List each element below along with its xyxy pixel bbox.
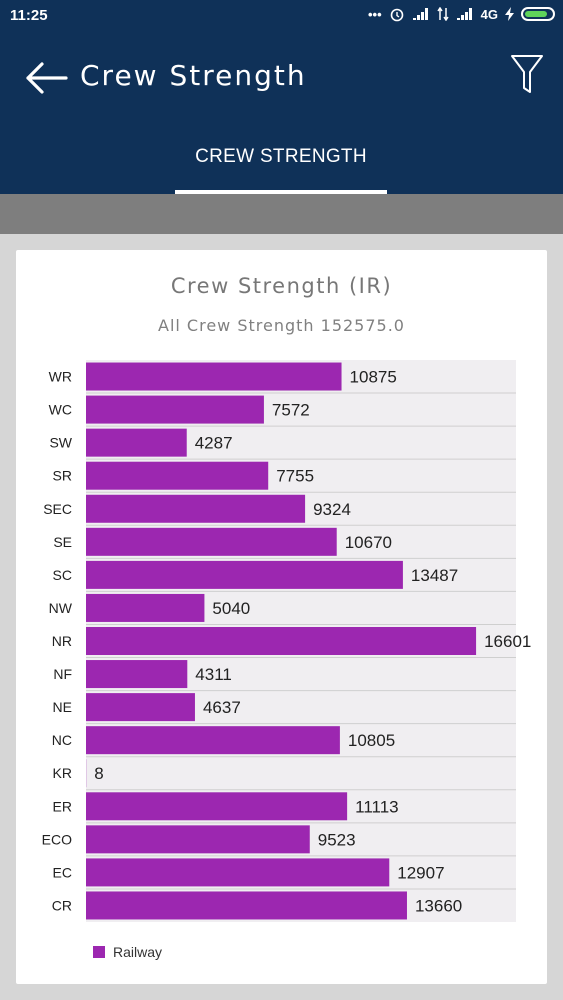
tab-crew-strength[interactable]: CREW STRENGTH xyxy=(175,132,387,194)
tick-label-sec: SEC xyxy=(43,501,72,517)
legend-swatch xyxy=(93,946,105,958)
value-label-sr: 7755 xyxy=(276,467,314,486)
tick-label-eco: ECO xyxy=(42,831,72,847)
bar-nc xyxy=(86,726,340,755)
bar-nr xyxy=(86,627,477,655)
value-label-ec: 12907 xyxy=(397,863,444,882)
value-label-wc: 7572 xyxy=(272,401,310,420)
signal-icon xyxy=(412,8,428,20)
battery-icon xyxy=(521,7,555,21)
filter-button[interactable] xyxy=(509,52,545,96)
bar-sc xyxy=(86,560,403,589)
bar-cr xyxy=(86,891,407,920)
value-label-nr: 16601 xyxy=(484,632,531,651)
tick-label-cr: CR xyxy=(52,897,72,913)
arrow-left-icon xyxy=(26,62,68,94)
bar-wr xyxy=(86,362,342,391)
value-label-eco: 9523 xyxy=(318,830,356,849)
value-label-er: 11113 xyxy=(355,797,399,816)
legend-label: Railway xyxy=(113,944,163,960)
bar-er xyxy=(86,792,348,821)
tick-label-sw: SW xyxy=(49,435,72,451)
tick-label-ec: EC xyxy=(53,864,72,880)
tab-indicator xyxy=(175,190,387,194)
dots-icon: ••• xyxy=(368,6,382,22)
value-label-nw: 5040 xyxy=(212,599,250,618)
value-label-se: 10670 xyxy=(345,533,392,552)
bar-wc xyxy=(86,395,264,424)
back-button[interactable] xyxy=(22,58,70,98)
chart-subtitle: All Crew Strength 152575.0 xyxy=(158,316,405,335)
bar-se xyxy=(86,527,337,556)
tab-label: CREW STRENGTH xyxy=(195,146,367,167)
legend: Railway xyxy=(93,944,162,960)
tick-label-wr: WR xyxy=(49,369,72,385)
value-label-sec: 9324 xyxy=(313,500,351,519)
value-label-sc: 13487 xyxy=(411,566,458,585)
value-label-nc: 10805 xyxy=(348,731,395,750)
tick-label-sr: SR xyxy=(53,468,72,484)
bar-nf xyxy=(86,660,188,689)
status-bar: 11:25 ••• 4G xyxy=(0,0,563,32)
chart-title: Crew Strength (IR) xyxy=(170,274,393,298)
charging-icon xyxy=(505,7,514,21)
tick-label-ne: NE xyxy=(53,699,72,715)
network-type: 4G xyxy=(480,6,498,22)
value-label-ne: 4637 xyxy=(203,698,241,717)
tick-label-kr: KR xyxy=(53,765,72,781)
tick-label-nf: NF xyxy=(53,666,72,682)
data-arrows-icon xyxy=(437,7,449,21)
bar-ne xyxy=(86,693,195,722)
tick-label-wc: WC xyxy=(49,402,72,418)
value-label-nf: 4311 xyxy=(195,665,232,684)
value-label-sw: 4287 xyxy=(195,434,233,453)
tick-label-er: ER xyxy=(53,798,72,814)
tick-label-sc: SC xyxy=(53,567,72,583)
app-bar: Crew Strength CREW STRENGTH xyxy=(0,32,563,194)
value-label-wr: 10875 xyxy=(350,368,397,387)
tick-label-nr: NR xyxy=(52,633,72,649)
header-shadow xyxy=(0,194,563,234)
status-time: 11:25 xyxy=(10,7,48,24)
bar-sr xyxy=(86,461,269,490)
bar-sec xyxy=(86,494,306,523)
tick-label-se: SE xyxy=(53,534,72,550)
page-title: Crew Strength xyxy=(80,59,307,92)
signal-icon xyxy=(456,8,472,20)
status-icons: ••• 4G xyxy=(368,6,555,22)
bar-sw xyxy=(86,428,187,457)
tick-label-nc: NC xyxy=(52,732,72,748)
bar-eco xyxy=(86,825,310,854)
alarm-icon xyxy=(390,8,403,22)
value-label-kr: 8 xyxy=(94,764,103,783)
filter-icon xyxy=(511,55,543,93)
bar-nw xyxy=(86,593,205,622)
value-label-cr: 13660 xyxy=(415,896,462,915)
bar-ec xyxy=(86,858,390,887)
tick-label-nw: NW xyxy=(49,600,73,616)
